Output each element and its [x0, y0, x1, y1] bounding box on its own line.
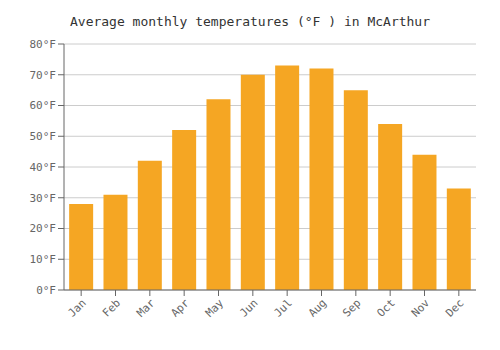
svg-text:Sep: Sep — [340, 296, 363, 319]
svg-text:80°F: 80°F — [30, 38, 57, 51]
svg-text:40°F: 40°F — [30, 161, 57, 174]
svg-text:Feb: Feb — [100, 296, 123, 319]
svg-text:Apr: Apr — [169, 296, 193, 320]
svg-text:Nov: Nov — [409, 296, 433, 320]
svg-text:50°F: 50°F — [30, 130, 57, 143]
svg-text:Aug: Aug — [306, 296, 329, 319]
svg-text:Oct: Oct — [375, 296, 398, 319]
svg-text:Jul: Jul — [272, 296, 295, 319]
svg-text:60°F: 60°F — [30, 99, 57, 112]
svg-text:Jan: Jan — [66, 296, 89, 319]
svg-text:Dec: Dec — [443, 296, 466, 319]
html-text:Average monthly temperatures (: Average monthly temperatures (°F ) in Mc… — [70, 14, 430, 29]
svg-text:Mar: Mar — [134, 296, 158, 320]
svg-text:30°F: 30°F — [30, 192, 57, 205]
svg-text:May: May — [203, 296, 227, 320]
svg-text:70°F: 70°F — [30, 69, 57, 82]
svg-text:20°F: 20°F — [30, 222, 57, 235]
svg-text:10°F: 10°F — [30, 253, 57, 266]
svg-text:0°F: 0°F — [36, 284, 56, 297]
svg-text:Jun: Jun — [237, 296, 260, 319]
